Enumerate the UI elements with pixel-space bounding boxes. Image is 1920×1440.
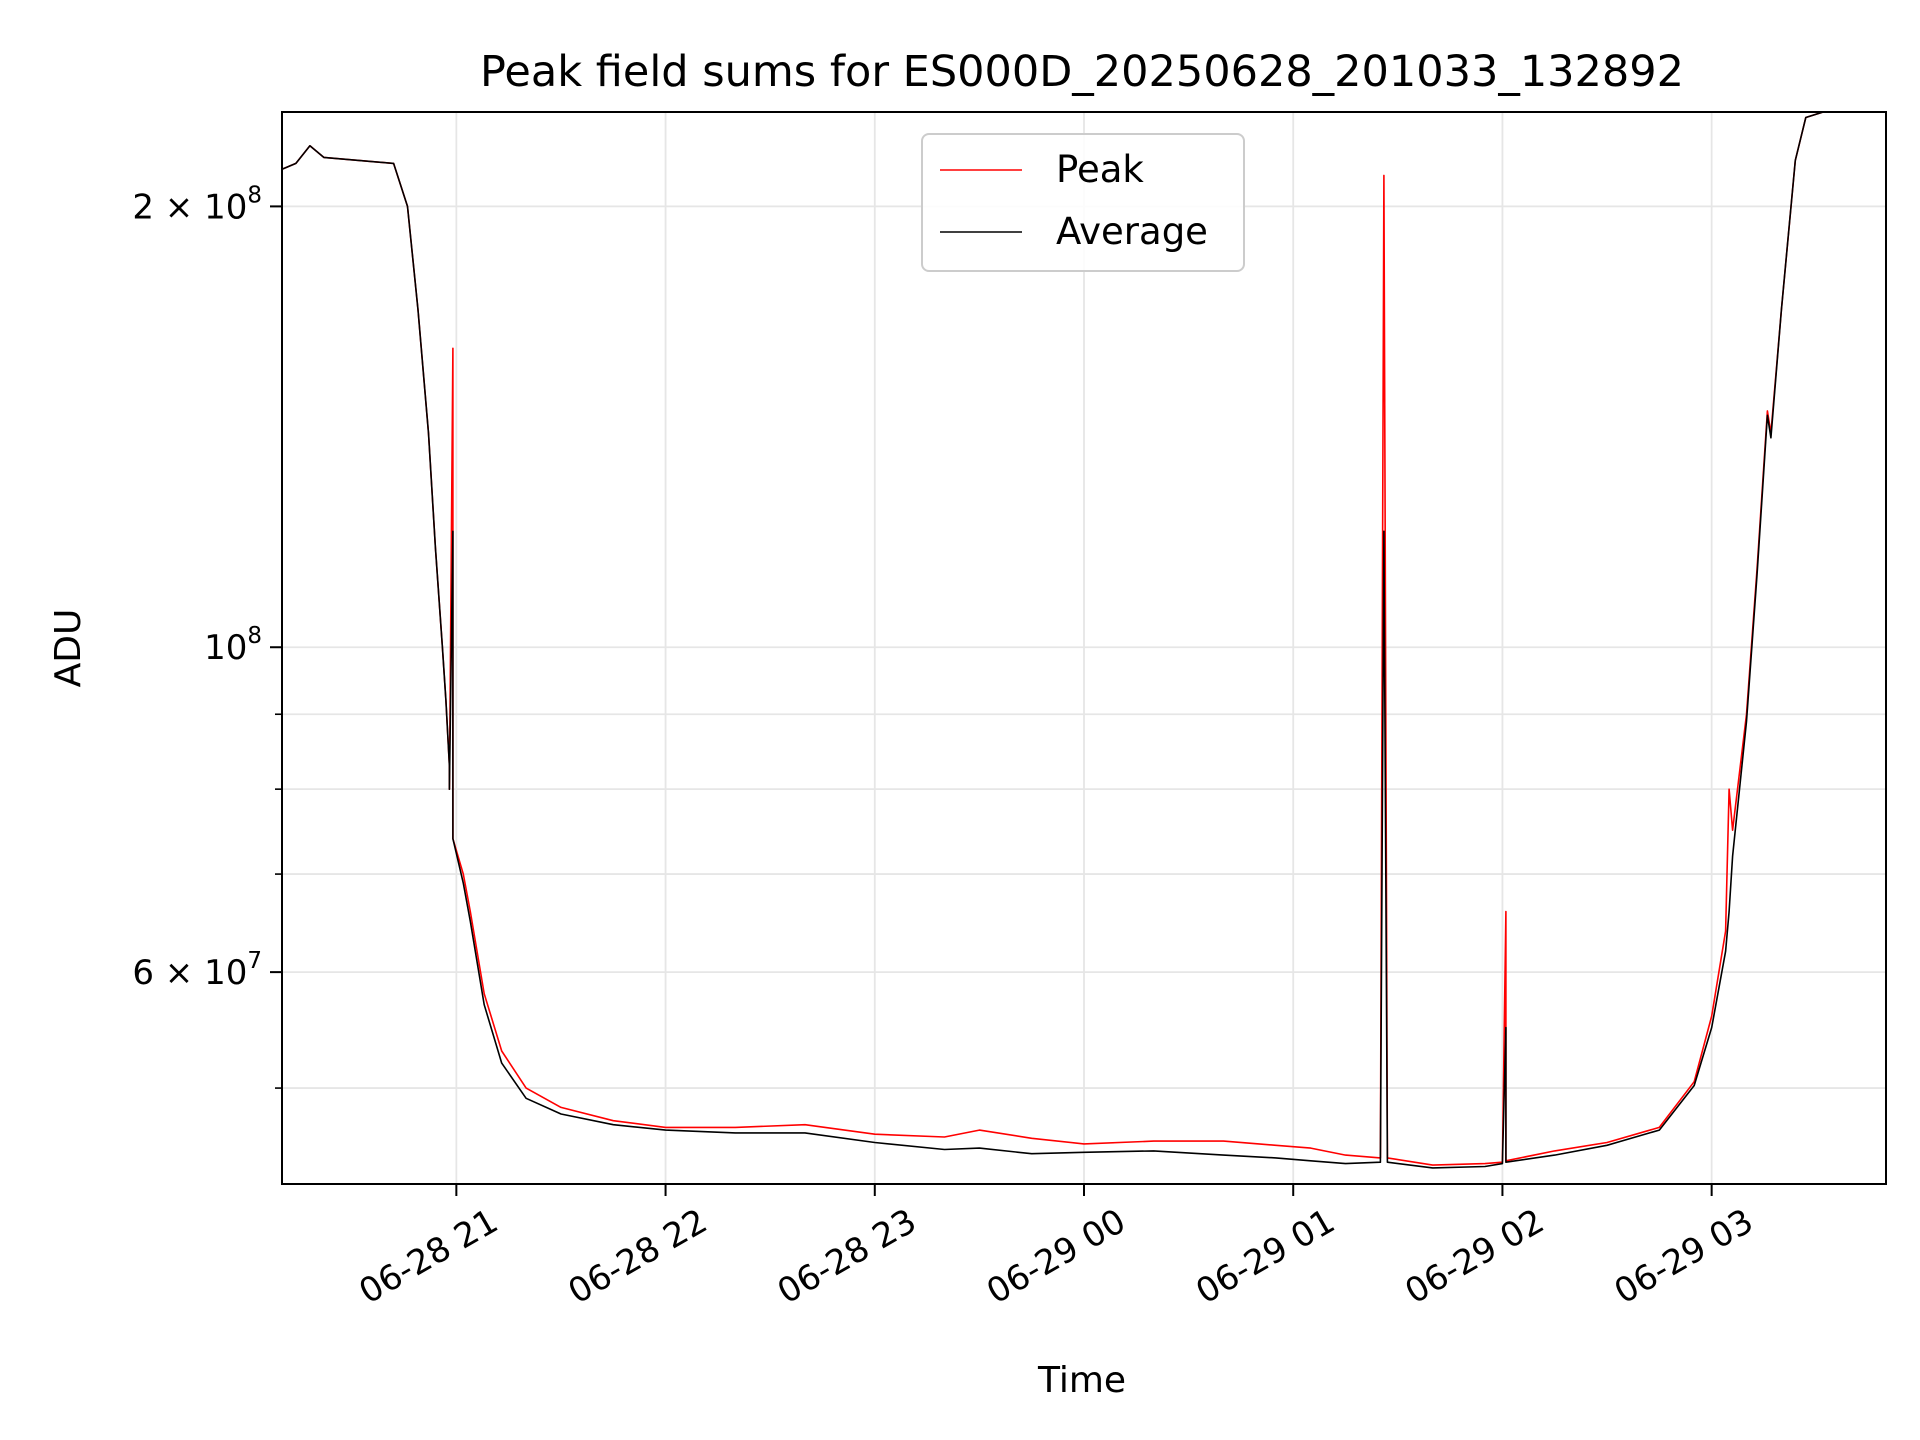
legend-box <box>921 133 1245 272</box>
y-tick-label: 2 × 108 <box>132 182 262 227</box>
grid <box>282 112 1886 1184</box>
legend-label-peak: Peak <box>1056 148 1144 191</box>
series-layer <box>282 112 1886 1169</box>
chart-title: Peak field sums for ES000D_20250628_2010… <box>480 47 1684 97</box>
x-axis-label: Time <box>1037 1360 1126 1401</box>
legend: Peak Average <box>921 133 1245 272</box>
y-tick-label: 6 × 107 <box>132 948 262 993</box>
legend-label-average: Average <box>1056 210 1208 253</box>
series-line-average <box>282 112 1886 1169</box>
y-axis-label: ADU <box>48 609 89 688</box>
